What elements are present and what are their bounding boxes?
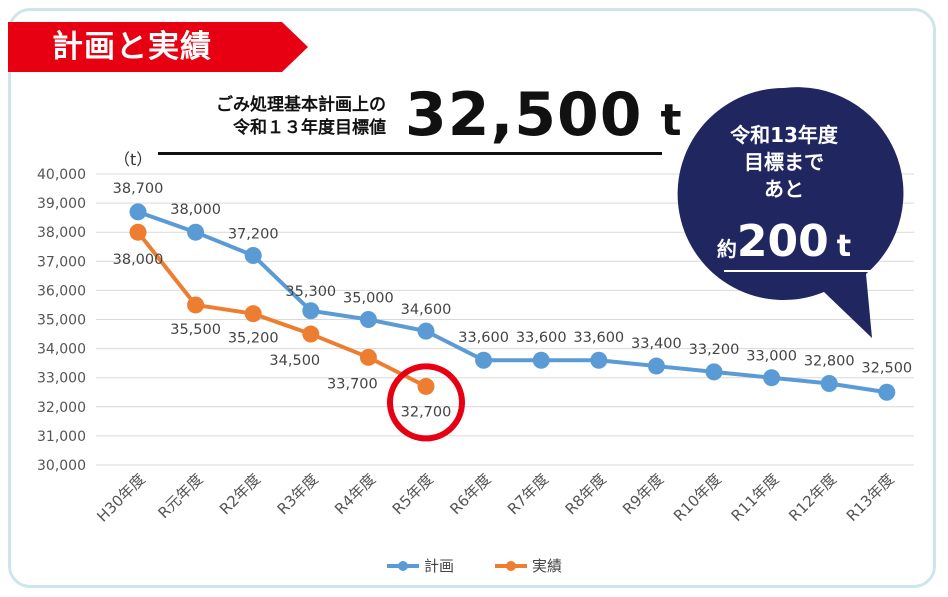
y-tick-label: 34,000 <box>37 342 86 358</box>
x-tick-label: R7年度 <box>504 470 552 518</box>
y-tick-label: 36,000 <box>37 283 86 299</box>
goal-value: 32,500 t <box>405 80 683 156</box>
plan-point-8 <box>590 351 608 369</box>
actual-point-1 <box>187 296 205 314</box>
actual-value-label-1: 35,500 <box>170 322 221 338</box>
plan-value-label-7: 33,600 <box>516 330 567 346</box>
plan-point-1 <box>187 223 205 241</box>
callout-unit: t <box>836 229 852 264</box>
plan-value-label-12: 32,800 <box>804 354 855 370</box>
callout-line1: 令和13年度 <box>730 123 838 147</box>
legend-plan-label: 計画 <box>424 557 455 575</box>
plan-value-label-5: 34,600 <box>401 302 452 318</box>
y-tick-label: 37,000 <box>37 254 86 270</box>
actual-point-5 <box>417 377 435 395</box>
actual-point-4 <box>359 348 377 366</box>
plan-point-6 <box>475 351 493 369</box>
actual-value-label-2: 35,200 <box>228 331 279 347</box>
highlight-ring <box>387 363 465 442</box>
y-tick-label: 39,000 <box>37 196 86 212</box>
x-tick-label: R8年度 <box>562 470 610 518</box>
y-axis-unit-label: （t） <box>114 150 153 169</box>
plan-point-2 <box>244 246 262 264</box>
x-tick-label: R3年度 <box>274 470 322 518</box>
actual-value-label-0: 38,000 <box>113 252 164 268</box>
y-tick-label: 40,000 <box>37 167 86 183</box>
plan-line <box>137 209 888 395</box>
x-tick-label: R9年度 <box>619 470 667 518</box>
actual-point-3 <box>302 325 320 343</box>
banner-arrow-shape <box>8 22 308 72</box>
x-tick-label: R4年度 <box>331 470 379 518</box>
x-tick-label: R13年度 <box>843 470 898 525</box>
actual-value-label-4: 33,700 <box>327 376 378 392</box>
plan-value-label-2: 37,200 <box>228 226 279 242</box>
callout-approx: 約 <box>716 237 737 261</box>
legend-actual-marker <box>495 561 527 571</box>
goal-label: ごみ処理基本計画上の 令和１３年度目標値 <box>216 94 386 140</box>
callout-underline <box>724 270 874 272</box>
goal-label-line2: 令和１３年度目標値 <box>233 118 386 138</box>
y-tick-label: 38,000 <box>37 225 86 241</box>
goal-value-number: 32,500 <box>405 80 643 150</box>
y-tick-label: 30,000 <box>37 458 86 474</box>
legend-plan-marker <box>387 561 419 571</box>
banner-title: 計画と実績 <box>52 29 212 65</box>
x-tick-label: R11年度 <box>728 470 783 525</box>
plan-value-label-3: 35,300 <box>285 284 336 300</box>
actual-point-0 <box>129 223 147 241</box>
plan-value-label-9: 33,400 <box>631 336 682 352</box>
plan-point-10 <box>705 363 723 381</box>
actual-value-label-5: 32,700 <box>401 404 452 420</box>
plan-point-13 <box>878 383 896 401</box>
actual-line <box>136 230 427 389</box>
x-tick-label: R2年度 <box>216 470 264 518</box>
y-tick-label: 35,000 <box>37 313 86 329</box>
x-tick-label: H30年度 <box>93 470 148 525</box>
y-tick-label: 33,000 <box>37 371 86 387</box>
plan-value-label-0: 38,700 <box>113 181 164 197</box>
actual-point-2 <box>244 305 262 323</box>
plan-value-label-13: 32,500 <box>861 360 912 376</box>
plan-point-11 <box>763 369 781 387</box>
plan-point-4 <box>359 311 377 328</box>
x-tick-label: R10年度 <box>670 470 725 525</box>
callout-amount: 200 <box>736 216 829 267</box>
callout-line3: あと <box>764 177 804 201</box>
plan-value-label-11: 33,000 <box>746 349 797 365</box>
plan-value-label-1: 38,000 <box>170 202 221 218</box>
plan-point-0 <box>129 203 147 221</box>
x-tick-label: R元年度 <box>155 470 207 522</box>
callout-line2: 目標まで <box>744 150 824 174</box>
goal-label-line1: ごみ処理基本計画上の <box>216 95 386 115</box>
callout-remaining: 約200 t <box>676 216 892 268</box>
callout-text: 令和13年度 目標まで あと <box>676 122 892 203</box>
legend-actual-label: 実績 <box>532 557 563 575</box>
plan-value-label-8: 33,600 <box>573 330 624 346</box>
plan-point-3 <box>302 302 320 320</box>
y-tick-label: 32,000 <box>37 400 86 416</box>
plan-value-label-6: 33,600 <box>458 330 509 346</box>
plan-point-12 <box>820 375 838 393</box>
plan-point-7 <box>532 351 550 369</box>
actual-value-label-3: 34,500 <box>269 353 320 369</box>
goal-underline <box>158 152 662 155</box>
y-tick-label: 31,000 <box>37 429 86 445</box>
x-tick-label: R12年度 <box>785 470 840 525</box>
plan-point-5 <box>417 322 435 340</box>
plan-value-label-4: 35,000 <box>343 291 394 307</box>
plan-value-label-10: 33,200 <box>689 342 740 358</box>
goal-value-unit: t <box>660 95 683 146</box>
callout-bubble: 令和13年度 目標まで あと 約200 t <box>676 82 918 344</box>
plan-point-9 <box>647 357 665 375</box>
x-tick-label: R5年度 <box>389 470 437 518</box>
x-tick-label: R6年度 <box>446 470 494 518</box>
callout-bubble-shape <box>677 87 904 339</box>
title-banner: 計画と実績 <box>8 22 308 72</box>
